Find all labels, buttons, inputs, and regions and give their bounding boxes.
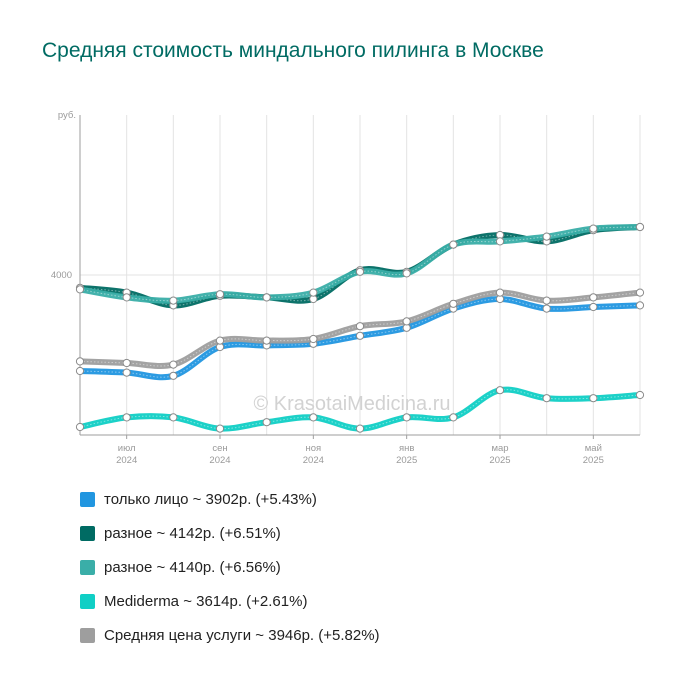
legend-item[interactable]: только лицо ~ 3902р. (+5.43%) xyxy=(80,482,380,516)
data-point xyxy=(215,290,225,299)
legend: только лицо ~ 3902р. (+5.43%) разное ~ 41… xyxy=(80,482,380,652)
data-point xyxy=(635,390,645,400)
legend-swatch xyxy=(80,491,95,507)
y-tick-label: 4000 xyxy=(51,270,72,281)
data-point xyxy=(542,296,551,305)
legend-swatch xyxy=(80,627,95,643)
data-point xyxy=(215,336,225,345)
x-tick-label-month: мар xyxy=(491,443,508,454)
data-point xyxy=(169,371,178,380)
data-point xyxy=(635,288,645,297)
x-tick-label-month: янв xyxy=(399,443,414,454)
legend-item[interactable]: разное ~ 4140р. (+6.56%) xyxy=(80,550,380,584)
legend-item[interactable]: разное ~ 4142р. (+6.51%) xyxy=(80,516,380,550)
legend-label: Средняя цена услуги ~ 3946р. (+5.82%) xyxy=(104,626,380,644)
data-point xyxy=(355,424,365,433)
legend-item[interactable]: Mediderma ~ 3614р. (+2.61%) xyxy=(80,584,380,618)
data-point xyxy=(122,368,131,377)
data-point xyxy=(449,413,458,422)
grid xyxy=(79,115,641,435)
data-point xyxy=(309,288,318,297)
data-point xyxy=(122,293,131,302)
data-point xyxy=(75,366,85,376)
data-point xyxy=(262,336,271,345)
data-point xyxy=(309,334,318,344)
legend-label: только лицо ~ 3902р. (+5.43%) xyxy=(104,490,317,508)
chart-title: Средняя стоимость миндального пилинга в … xyxy=(42,39,544,62)
axes: 4000руб.июл2024сен2024ноя2024янв2025мар2… xyxy=(51,110,640,466)
data-point xyxy=(122,413,131,422)
data-point xyxy=(495,386,505,395)
data-point xyxy=(262,418,271,427)
legend-label: Mediderma ~ 3614р. (+2.61%) xyxy=(104,592,308,610)
data-point xyxy=(169,413,178,422)
legend-swatch xyxy=(80,559,95,575)
data-point xyxy=(589,394,598,403)
legend-label: разное ~ 4140р. (+6.56%) xyxy=(104,558,281,576)
x-tick-label-year: 2025 xyxy=(396,455,417,466)
data-point xyxy=(402,269,411,278)
x-tick-label-year: 2024 xyxy=(116,455,137,466)
legend-swatch xyxy=(80,525,95,541)
data-point xyxy=(215,424,225,433)
series-points xyxy=(75,222,645,433)
data-point xyxy=(402,413,411,422)
data-point xyxy=(589,224,598,233)
data-point xyxy=(75,422,85,432)
x-tick-label-year: 2024 xyxy=(303,455,324,466)
data-point xyxy=(309,413,318,422)
data-point xyxy=(635,301,645,310)
data-point xyxy=(355,331,365,340)
data-point xyxy=(449,299,458,308)
legend-swatch xyxy=(80,593,95,609)
data-point xyxy=(75,285,85,294)
y-axis-label: руб. xyxy=(58,110,76,121)
data-point xyxy=(355,267,365,276)
x-tick-label-year: 2025 xyxy=(489,455,510,466)
data-point xyxy=(169,296,178,305)
data-point xyxy=(542,304,551,313)
x-tick-label-month: июл xyxy=(118,443,136,454)
data-point xyxy=(589,302,598,312)
x-tick-label-month: ноя xyxy=(305,443,321,454)
line-chart: © KrasotaiMedicina.ru 4000руб.июл2024сен… xyxy=(51,110,645,466)
data-point xyxy=(542,232,551,241)
x-tick-label-month: май xyxy=(585,443,602,454)
data-point xyxy=(449,240,458,249)
watermark: © KrasotaiMedicina.ru xyxy=(253,393,450,415)
data-point xyxy=(542,394,551,403)
data-point xyxy=(402,317,411,326)
data-point xyxy=(495,237,505,246)
legend-label: разное ~ 4142р. (+6.51%) xyxy=(104,524,281,542)
data-point xyxy=(122,358,131,368)
data-point xyxy=(635,222,645,232)
x-tick-label-month: сен xyxy=(212,443,227,454)
data-point xyxy=(262,293,271,302)
data-point xyxy=(75,357,85,366)
data-point xyxy=(355,322,365,331)
x-tick-label-year: 2025 xyxy=(583,455,604,466)
data-point xyxy=(495,288,505,297)
data-point xyxy=(169,360,178,369)
data-point xyxy=(589,293,598,302)
x-tick-label-year: 2024 xyxy=(209,455,230,466)
legend-item[interactable]: Средняя цена услуги ~ 3946р. (+5.82%) xyxy=(80,618,380,652)
